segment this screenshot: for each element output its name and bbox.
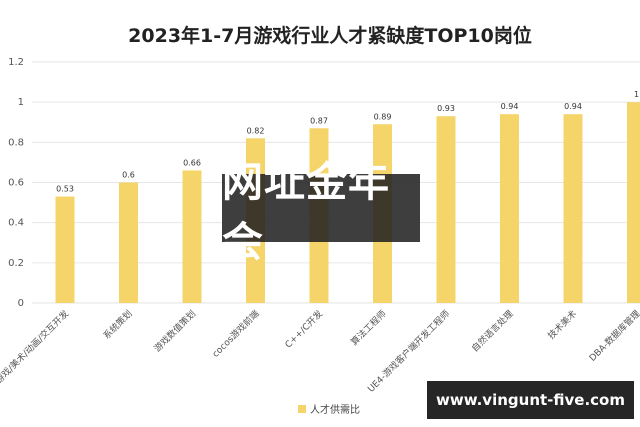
bar [436, 116, 456, 303]
data-label: 0.89 [374, 112, 392, 121]
x-tick-label: 游戏/美术/动画/交互开发 [0, 308, 71, 387]
y-tick-label: 0 [18, 298, 24, 309]
data-label: 0.87 [310, 116, 328, 125]
data-label: 0.53 [56, 185, 74, 194]
chart-title: 2023年1-7月游戏行业人才紧缺度TOP10岗位 [128, 24, 532, 47]
data-label: 0.6 [122, 171, 135, 180]
x-tick-label: 技术美术 [545, 308, 579, 342]
bar [563, 114, 583, 303]
bar [627, 102, 640, 304]
y-tick-label: 0.8 [8, 137, 24, 148]
bar [55, 196, 75, 303]
bar [182, 170, 202, 303]
data-label: 0.93 [437, 104, 455, 113]
x-tick-label: C++/C开发 [282, 308, 325, 351]
data-label: 1 [634, 90, 639, 99]
y-tick-label: 0.6 [8, 178, 24, 189]
watermark-overlay: 网址金年会 [222, 158, 420, 266]
y-tick-label: 1 [18, 97, 24, 108]
data-label: 0.94 [564, 102, 582, 111]
y-tick-label: 0.2 [8, 258, 24, 269]
x-tick-label: 系统策划 [101, 308, 135, 342]
y-tick-label: 1.2 [8, 57, 24, 68]
data-label: 0.82 [247, 126, 265, 135]
x-tick-label: 游戏数值策划 [151, 308, 198, 355]
url-banner[interactable]: www.vingunt-five.com [427, 381, 634, 419]
legend-label: 人才供需比 [310, 403, 360, 416]
x-tick-label: 算法工程师 [348, 308, 388, 348]
y-axis-ticks: 0 0.2 0.4 0.6 0.8 1 1.2 [8, 57, 24, 309]
y-tick-label: 0.4 [8, 218, 24, 229]
bars [55, 102, 640, 304]
bar [500, 114, 519, 303]
data-label: 0.66 [183, 158, 201, 167]
x-tick-label: 自然语言处理 [469, 308, 516, 355]
bar [119, 182, 138, 303]
legend-swatch [298, 405, 306, 413]
data-labels: 0.53 0.6 0.66 0.82 0.87 0.89 0.93 0.94 0.94 1 [56, 90, 639, 193]
x-tick-label: cocos游戏前端 [210, 308, 262, 360]
data-label: 0.94 [501, 102, 519, 111]
x-tick-label: DBA-数据库管理 [587, 308, 640, 364]
legend: 人才供需比 [298, 403, 360, 416]
